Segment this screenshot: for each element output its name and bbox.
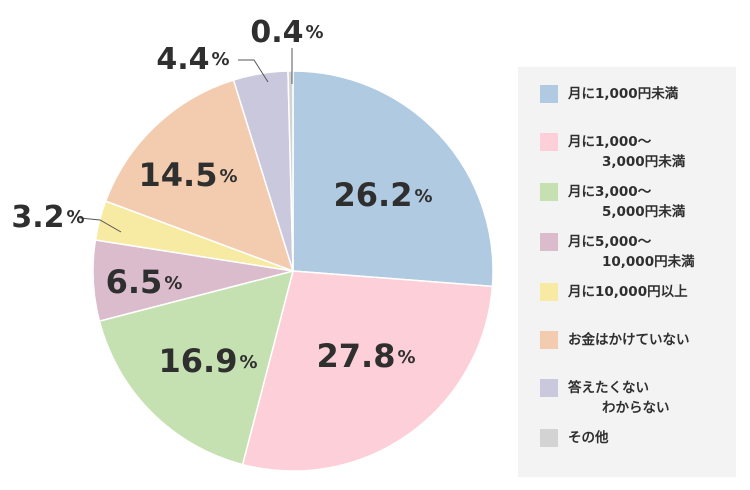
- legend-label-8: その他: [568, 430, 609, 446]
- legend-item-3: 月に3,000〜 5,000円未満: [518, 175, 736, 225]
- data-label-6: 14.5%: [139, 156, 238, 194]
- legend-swatch-4: [540, 233, 558, 251]
- leader-lines: [79, 48, 293, 233]
- legend-item-4: 月に5,000〜 10,000円未満: [518, 225, 736, 275]
- legend-swatch-5: [540, 283, 558, 301]
- legend-item-6: お金はかけていない: [518, 323, 736, 371]
- pie-slice-1: [292, 70, 494, 288]
- pie-slice-6: [104, 79, 295, 273]
- legend-label-2: 月に1,000〜: [568, 134, 652, 150]
- pie-slice-2: [241, 270, 494, 472]
- legend-label-line2-2: 3,000円未満: [602, 154, 686, 170]
- legend-label-6: お金はかけていない: [568, 332, 690, 348]
- data-label-3: 16.9%: [159, 342, 258, 380]
- leader-line-7: [238, 59, 269, 83]
- legend-item-1: 月に1,000円未満: [518, 77, 736, 125]
- legend-item-2: 月に1,000〜 3,000円未満: [518, 125, 736, 175]
- legend-label-4: 月に5,000〜: [568, 234, 652, 250]
- legend-label-line2-4: 10,000円未満: [602, 254, 695, 270]
- pie-slice-3: [98, 269, 295, 466]
- legend-item-5: 月に10,000円以上: [518, 275, 736, 323]
- legend-swatch-7: [540, 379, 558, 397]
- legend-label-3: 月に3,000〜: [568, 184, 652, 200]
- legend-label-line2-7: わからない: [602, 400, 670, 416]
- legend: 月に1,000円未満 月に1,000〜 3,000円未満月に3,000〜 5,000円…: [518, 67, 736, 477]
- data-label-1: 26.2%: [334, 176, 433, 214]
- pie-slice-8: [287, 70, 294, 272]
- legend-label-7: 答えたくない: [568, 380, 649, 396]
- legend-swatch-2: [540, 133, 558, 151]
- legend-label-line2-3: 5,000円未満: [602, 204, 686, 220]
- data-label-2: 27.8%: [317, 337, 416, 375]
- legend-item-8: その他: [518, 421, 736, 469]
- leader-line-5: [79, 217, 122, 233]
- data-label-5: 3.2%: [11, 200, 84, 235]
- legend-swatch-8: [540, 429, 558, 447]
- legend-label-5: 月に10,000円以上: [568, 284, 688, 300]
- legend-swatch-1: [540, 85, 558, 103]
- data-label-4: 6.5%: [106, 263, 183, 301]
- legend-swatch-6: [540, 331, 558, 349]
- data-label-7: 4.4%: [156, 42, 229, 77]
- legend-swatch-3: [540, 183, 558, 201]
- pie-slices: [92, 70, 494, 472]
- data-labels: 26.2 % 27.8 % 16.9 % 6.5 % 3.2 % 14.5 % 4.4 % 0.4%: [11, 15, 432, 381]
- legend-item-7: 答えたくないわからない: [518, 371, 736, 421]
- legend-label-1: 月に1,000円未満: [568, 86, 679, 102]
- data-label-8: 0.4%: [250, 15, 323, 50]
